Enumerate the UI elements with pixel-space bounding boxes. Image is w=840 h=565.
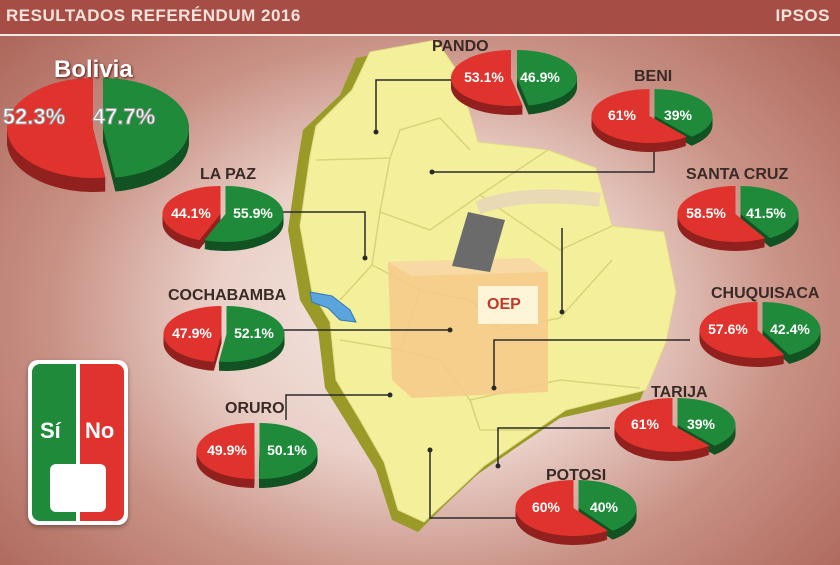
dept-label-oruro: ORURO xyxy=(225,400,285,417)
pie-la-paz-si-slice xyxy=(204,186,284,242)
pie-national-si-label: 47.7% xyxy=(93,104,155,129)
pie-la-paz-si-label: 55.9% xyxy=(233,205,273,221)
brand-label: IPSOS xyxy=(775,6,830,25)
pie-potosi-si-label: 40% xyxy=(590,499,619,515)
dept-label-potosi: POTOSI xyxy=(546,467,607,484)
pie-cochabamba-no-slice xyxy=(163,306,222,362)
national-label: Bolivia xyxy=(54,56,133,83)
pie-oruro: 49.9% 50.1% xyxy=(196,423,318,488)
pie-pando-si-label: 46.9% xyxy=(520,69,560,85)
pie-cochabamba-no-label: 47.9% xyxy=(172,325,212,341)
oep-logo xyxy=(478,286,538,324)
pie-oruro-no-slice xyxy=(196,423,255,479)
pie-beni: 61% 39% xyxy=(591,89,713,152)
pie-pando-no-label: 53.1% xyxy=(464,69,504,85)
pie-pando: 53.1% 46.9% xyxy=(451,50,578,115)
pie-chuquisaca: 57.6% 42.4% xyxy=(699,302,821,367)
pie-beni-no-slice xyxy=(591,89,687,143)
legend-no-label: No xyxy=(85,418,115,443)
pie-cochabamba-si-label: 52.1% xyxy=(234,325,274,341)
pie-santa-cruz-no-label: 58.5% xyxy=(686,205,726,221)
pie-tarija-si-slice xyxy=(677,398,736,446)
pie-la-paz: 44.1% 55.9% xyxy=(162,186,284,251)
pie-potosi-si-slice xyxy=(578,480,637,531)
pie-pando-si-slice xyxy=(517,50,578,106)
ballot-box-icon xyxy=(388,258,548,398)
oep-logo-text: OEP xyxy=(487,296,521,313)
header-bar xyxy=(0,0,840,34)
pie-pando-no-slice xyxy=(451,50,523,107)
pie-potosi-no-slice xyxy=(515,480,608,537)
pie-national: 52.3% 47.7% xyxy=(2,78,190,192)
pie-chuquisaca-no-label: 57.6% xyxy=(708,321,748,337)
pie-cochabamba-si-slice xyxy=(218,306,285,362)
pie-potosi: 60% 40% xyxy=(515,480,637,545)
pie-santa-cruz: 58.5% 41.5% xyxy=(677,186,799,252)
pie-beni-si-slice xyxy=(654,89,713,137)
pie-chuquisaca-si-slice xyxy=(762,302,821,355)
pie-potosi-no-label: 60% xyxy=(532,499,561,515)
ballot-checkbox-icon xyxy=(50,464,106,512)
header-divider xyxy=(0,34,840,36)
lake-titicaca-icon xyxy=(309,291,357,323)
pie-cochabamba: 47.9% 52.1% xyxy=(163,306,285,372)
legend-card: Sí No xyxy=(28,360,128,525)
pie-national-no-slice xyxy=(6,78,106,178)
pie-beni-si-label: 39% xyxy=(664,107,693,123)
pie-tarija-si-label: 39% xyxy=(687,416,716,432)
pie-santa-cruz-no-slice xyxy=(677,186,766,242)
pie-oruro-no-label: 49.9% xyxy=(207,442,247,458)
pie-la-paz-no-label: 44.1% xyxy=(171,205,211,221)
pie-tarija: 61% 39% xyxy=(614,398,736,461)
pie-tarija-no-slice xyxy=(614,398,710,452)
pie-la-paz-no-slice xyxy=(162,186,221,241)
pie-national-si-slice xyxy=(103,78,189,178)
dept-label-la-paz: LA PAZ xyxy=(200,166,256,183)
leader-lines xyxy=(278,79,690,519)
dept-label-santa-cruz: SANTA CRUZ xyxy=(686,166,789,183)
pie-beni-no-label: 61% xyxy=(608,107,637,123)
pie-national-no-label: 52.3% xyxy=(3,104,65,129)
pie-oruro-si-slice xyxy=(259,423,318,479)
dept-label-pando: PANDO xyxy=(432,38,489,55)
dept-label-chuquisaca: CHUQUISACA xyxy=(711,285,820,302)
legend-si-label: Sí xyxy=(40,418,61,443)
dept-label-tarija: TARIJA xyxy=(651,384,708,401)
pie-oruro-si-label: 50.1% xyxy=(267,442,307,458)
pie-santa-cruz-si-label: 41.5% xyxy=(746,205,786,221)
pie-santa-cruz-si-slice xyxy=(740,186,799,239)
pie-chuquisaca-no-slice xyxy=(699,302,785,359)
ballot-paper-icon xyxy=(452,212,505,272)
dept-label-beni: BENI xyxy=(634,68,673,85)
pie-tarija-no-label: 61% xyxy=(631,416,660,432)
pie-chuquisaca-si-label: 42.4% xyxy=(770,321,810,337)
dept-label-cochabamba: COCHABAMBA xyxy=(168,287,287,304)
page-title: RESULTADOS REFERÉNDUM 2016 xyxy=(6,6,301,25)
